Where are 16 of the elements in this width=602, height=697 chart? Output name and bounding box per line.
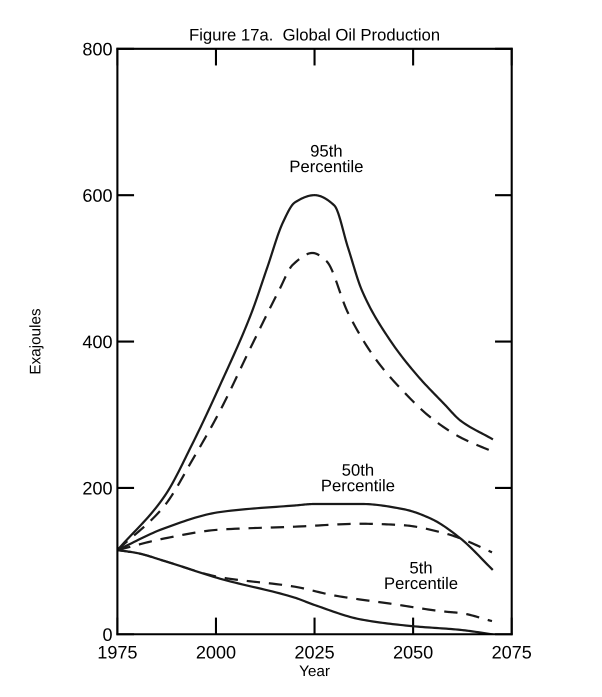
x-tick-label: 2050	[394, 646, 432, 659]
x-tick-label: 2000	[196, 646, 236, 659]
x-axis-title: Year	[299, 666, 330, 676]
annotation: 50th Percentile	[322, 464, 394, 492]
chart-title: Figure 17a. Global Oil Production	[190, 28, 439, 44]
annotation: 95th Percentile	[290, 144, 363, 172]
y-tick-label: 0	[103, 628, 112, 641]
y-tick-label: 200	[83, 482, 112, 495]
x-tick-label: 2025	[295, 646, 334, 659]
y-tick-label: 400	[82, 335, 112, 348]
annotation: 5th Percentile	[385, 561, 458, 590]
y-tick-label: 600	[83, 189, 112, 202]
y-axis-title: Exajoules	[29, 308, 44, 374]
y-tick-label: 800	[83, 42, 112, 56]
x-tick-label: 1975	[98, 646, 137, 659]
x-tick-label: 2075	[492, 646, 532, 659]
